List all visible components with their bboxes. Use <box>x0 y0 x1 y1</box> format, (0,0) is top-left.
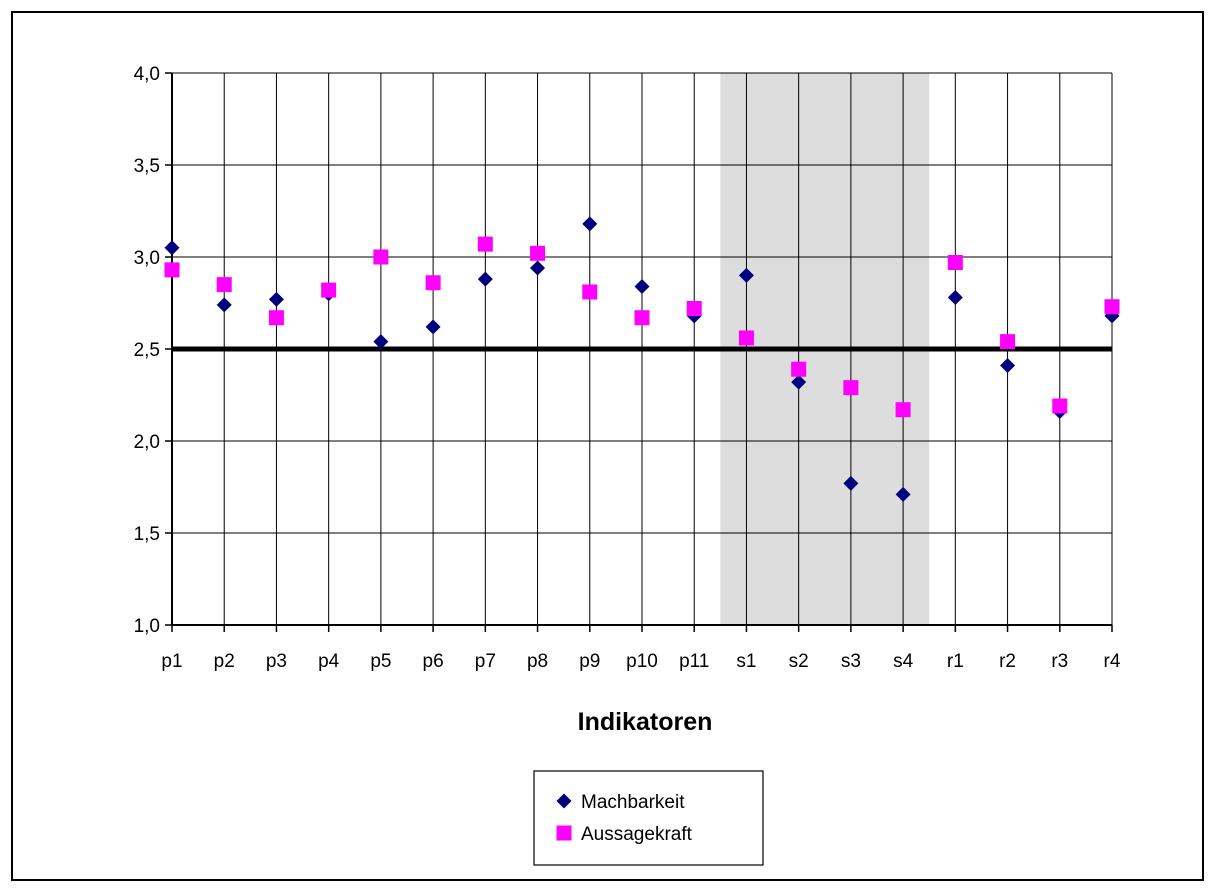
data-point-aussagekraft <box>530 245 546 261</box>
x-tick-label: r1 <box>947 651 964 672</box>
x-tick-label: s2 <box>789 651 809 672</box>
x-tick-label: r3 <box>1051 651 1068 672</box>
x-tick-label: p3 <box>266 651 287 672</box>
data-point-aussagekraft <box>1052 398 1068 414</box>
x-tick-label: p2 <box>214 651 235 672</box>
data-point-machbarkeit <box>738 267 754 283</box>
data-point-machbarkeit <box>791 374 807 390</box>
data-point-aussagekraft <box>947 255 963 271</box>
x-tick-label: p9 <box>579 651 600 672</box>
y-tick-label: 4,0 <box>134 64 160 85</box>
data-point-aussagekraft <box>1104 299 1120 315</box>
data-point-machbarkeit <box>895 486 911 502</box>
x-tick-label: p7 <box>475 651 496 672</box>
data-point-aussagekraft <box>791 361 807 377</box>
data-point-machbarkeit <box>425 319 441 335</box>
y-tick-label: 1,5 <box>134 524 160 545</box>
data-point-machbarkeit <box>164 240 180 256</box>
legend-box <box>533 770 764 866</box>
y-tick-label: 2,5 <box>134 340 160 361</box>
data-points-layer <box>164 216 1120 502</box>
x-tick-label: s4 <box>893 651 914 672</box>
data-point-aussagekraft <box>164 262 180 278</box>
data-point-aussagekraft <box>895 402 911 418</box>
data-point-machbarkeit <box>634 278 650 294</box>
data-point-aussagekraft <box>373 249 389 265</box>
x-tick-label: p11 <box>679 651 709 672</box>
x-tick-label: p1 <box>161 651 182 672</box>
x-axis-title: Indikatoren <box>578 708 713 736</box>
data-point-machbarkeit <box>268 291 284 307</box>
data-point-machbarkeit <box>843 475 859 491</box>
legend-label-aussagekraft: Aussagekraft <box>581 824 693 845</box>
data-point-aussagekraft <box>268 310 284 326</box>
y-tick-label: 3,5 <box>134 156 160 177</box>
data-point-machbarkeit <box>373 334 389 350</box>
data-point-machbarkeit <box>216 297 232 313</box>
x-tick-label: p4 <box>318 651 340 672</box>
data-point-aussagekraft <box>216 277 232 293</box>
legend-marker-aussagekraft <box>556 825 572 841</box>
data-point-machbarkeit <box>582 216 598 232</box>
x-tick-label: p8 <box>527 651 548 672</box>
x-tick-label: p5 <box>370 651 391 672</box>
data-point-aussagekraft <box>582 284 598 300</box>
data-point-machbarkeit <box>947 289 963 305</box>
legend-marker-machbarkeit <box>556 793 572 809</box>
x-tick-label: r2 <box>999 651 1016 672</box>
data-point-machbarkeit <box>1000 358 1016 374</box>
data-point-aussagekraft <box>1000 334 1016 350</box>
data-point-machbarkeit <box>477 271 493 287</box>
x-tick-label: s3 <box>841 651 861 672</box>
y-tick-label: 3,0 <box>134 248 160 269</box>
axes-layer <box>165 72 1113 632</box>
chart-frame <box>11 11 1204 881</box>
data-point-aussagekraft <box>425 275 441 291</box>
data-point-aussagekraft <box>686 301 702 317</box>
y-tick-label: 1,0 <box>134 616 160 637</box>
data-point-aussagekraft <box>738 330 754 346</box>
tick-labels-layer: 1,0 1,5 2,0 2,5 3,0 3,5 4,0 p1 p2 p3 p4 p5 p6 p7 p8 p9 p… <box>134 64 1121 672</box>
x-tick-label: r4 <box>1104 651 1121 672</box>
legend: Machbarkeit Aussagekraft <box>533 770 764 866</box>
data-point-aussagekraft <box>477 236 493 252</box>
x-tick-label: p10 <box>626 651 658 672</box>
data-point-aussagekraft <box>634 310 650 326</box>
x-tick-label: s1 <box>736 651 756 672</box>
data-point-machbarkeit <box>530 260 546 276</box>
y-tick-label: 2,0 <box>134 432 160 453</box>
legend-label-machbarkeit: Machbarkeit <box>581 792 685 813</box>
data-point-aussagekraft <box>843 380 859 396</box>
data-point-aussagekraft <box>321 282 337 298</box>
x-tick-label: p6 <box>423 651 444 672</box>
